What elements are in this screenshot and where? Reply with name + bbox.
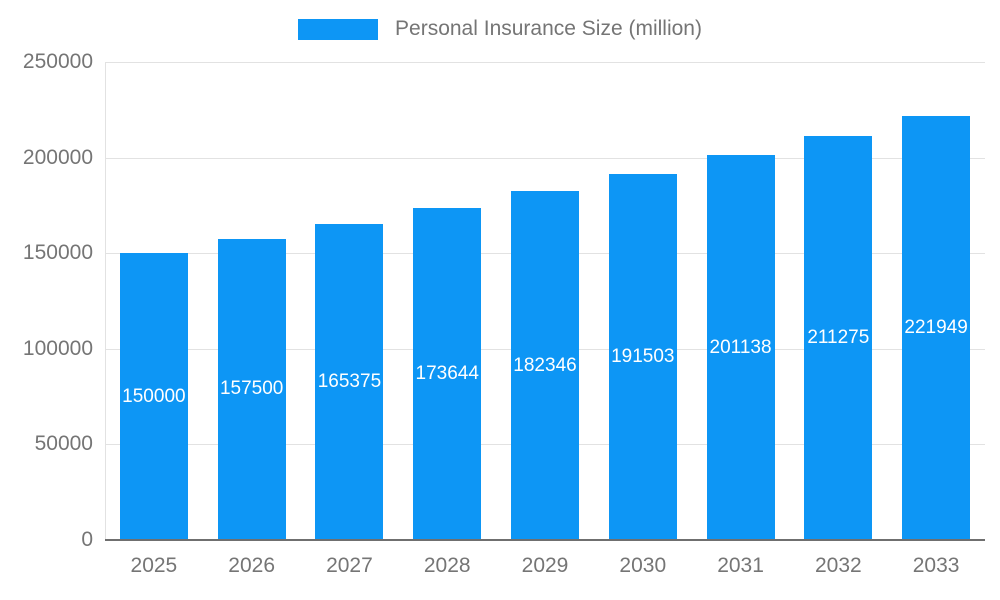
x-tick-label: 2029 (521, 554, 569, 577)
x-axis-baseline (105, 539, 985, 541)
x-tick-label: 2027 (326, 554, 373, 577)
gridline (105, 157, 985, 159)
legend-label: Personal Insurance Size (million) (395, 17, 702, 40)
y-tick-label: 50000 (34, 432, 93, 456)
bar-value-label: 221949 (904, 316, 968, 338)
y-tick-label: 0 (81, 528, 93, 551)
plot-left-border (105, 62, 106, 540)
bar-2028: 173644 (413, 208, 482, 540)
legend-swatch (298, 18, 379, 40)
y-tick-label: 100000 (22, 336, 93, 360)
bar-value-label: 173644 (415, 363, 479, 384)
x-tick-label: 2025 (130, 554, 178, 577)
bar-value-label: 165375 (317, 370, 382, 392)
bar-2032: 211275 (804, 136, 873, 540)
bar-value-label: 201138 (709, 336, 772, 358)
x-tick-label: 2033 (912, 554, 960, 577)
gridline (105, 62, 985, 63)
bar-value-label: 182346 (513, 354, 577, 376)
x-tick-label: 2031 (717, 554, 764, 577)
chart-legend[interactable]: Personal Insurance Size (million) (0, 17, 1000, 41)
x-tick-label: 2026 (228, 554, 276, 577)
x-tick-label: 2028 (423, 554, 471, 577)
bar-value-label: 150000 (122, 385, 186, 407)
bar-value-label: 157500 (219, 378, 284, 400)
bar-value-label: 211275 (807, 327, 870, 349)
bar-2026: 157500 (217, 238, 286, 540)
bar-value-label: 191503 (611, 345, 675, 367)
x-tick-label: 2030 (619, 554, 667, 577)
bar-2031: 201138 (706, 155, 775, 540)
y-tick-label: 250000 (22, 50, 93, 73)
y-tick-label: 200000 (22, 145, 93, 169)
bar-2029: 182346 (511, 191, 579, 540)
x-tick-label: 2032 (814, 554, 862, 577)
y-tick-label: 150000 (22, 241, 93, 265)
bar-2025: 150000 (119, 253, 188, 540)
plot-area: 0 50000 100000 150000 200000 250000 150000 2025… (23, 50, 985, 577)
bar-2027: 165375 (315, 223, 384, 540)
bar-2033: 221949 (902, 115, 971, 540)
bar-2030: 191503 (608, 173, 677, 540)
